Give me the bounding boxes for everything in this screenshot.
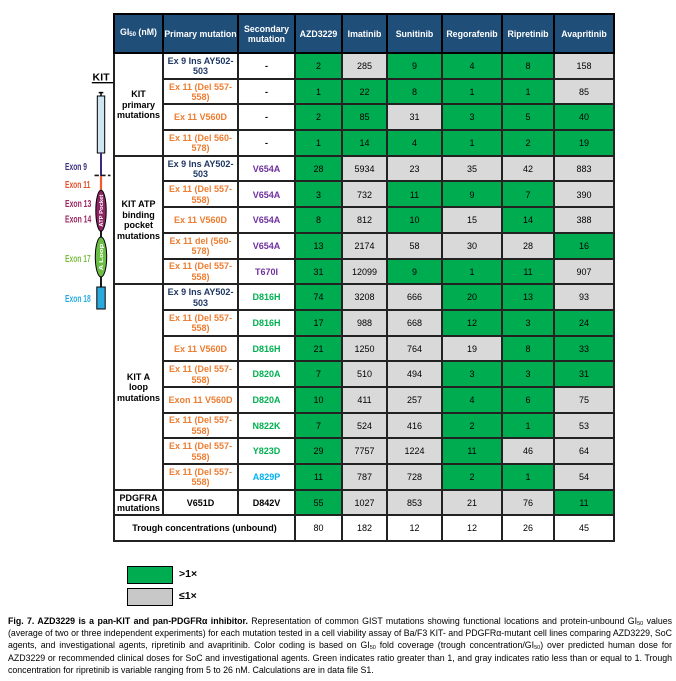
svg-text:KIT: KIT [93, 73, 111, 84]
svg-text:Exon 13: Exon 13 [65, 199, 92, 210]
svg-text:Exon 14: Exon 14 [65, 214, 92, 225]
svg-text:ATP Pocket: ATP Pocket [99, 195, 105, 227]
svg-text:A Loop: A Loop [99, 243, 105, 271]
svg-text:Exon 11: Exon 11 [65, 180, 91, 191]
svg-text:Exon 17: Exon 17 [65, 254, 91, 265]
svg-text:Exon 9: Exon 9 [65, 162, 87, 173]
svg-text:Exon 18: Exon 18 [65, 294, 91, 305]
